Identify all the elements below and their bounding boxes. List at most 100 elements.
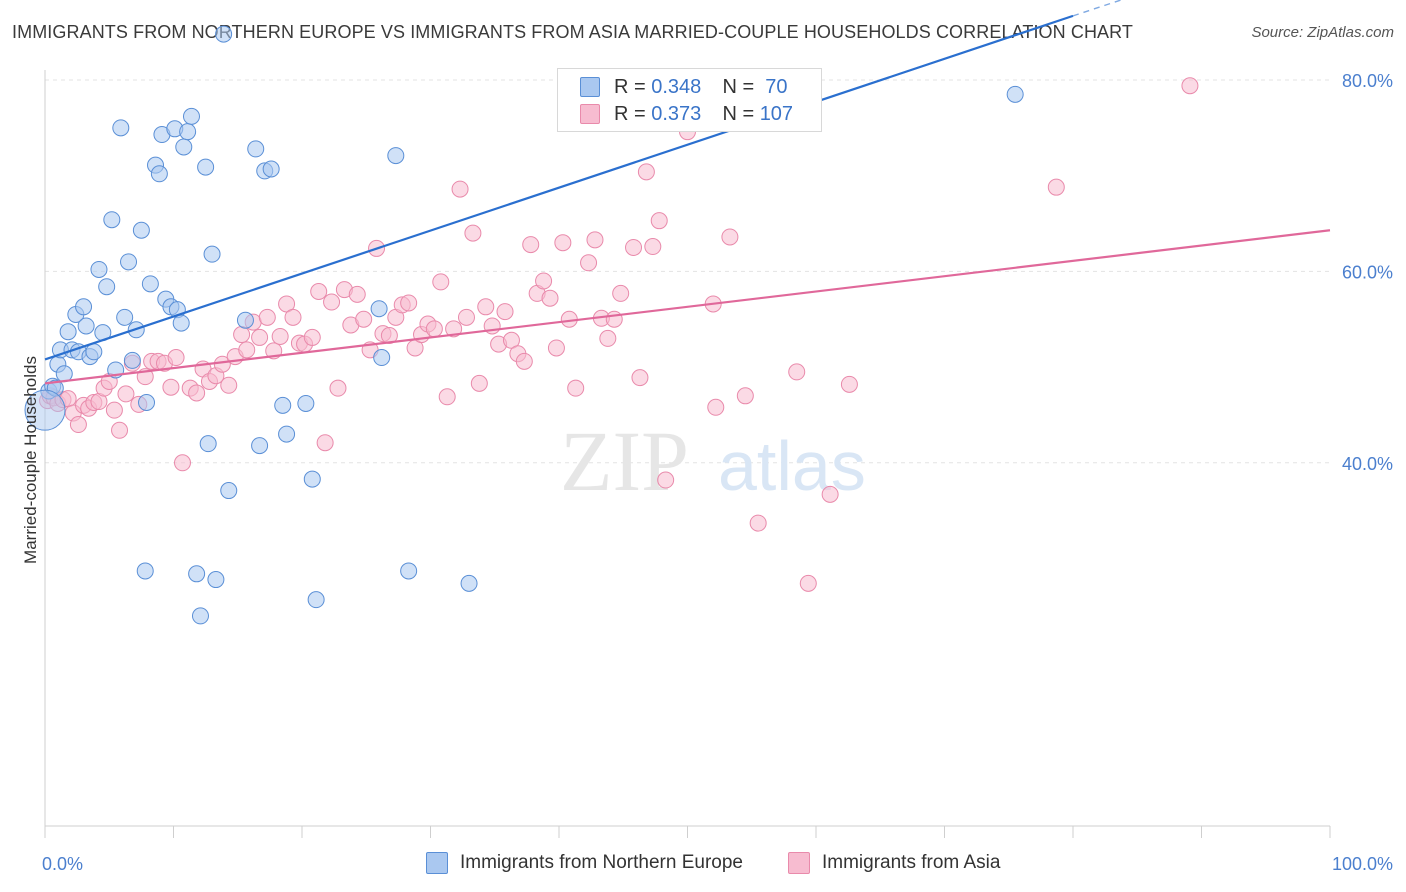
data-point-asia bbox=[220, 376, 238, 394]
data-point-asia bbox=[1181, 77, 1199, 95]
data-point-asia bbox=[535, 272, 553, 290]
data-point-asia bbox=[707, 398, 725, 416]
data-point-asia bbox=[721, 228, 739, 246]
data-point-asia bbox=[162, 378, 180, 396]
data-point-northern-europe bbox=[373, 349, 391, 367]
data-point-northern-europe bbox=[120, 253, 138, 271]
y-tick-label: 80.0% bbox=[1342, 71, 1393, 91]
bottom-legend-asia: Immigrants from Asia bbox=[788, 852, 1000, 874]
legend-r-value: 0.348 bbox=[651, 75, 702, 98]
data-point-northern-europe bbox=[172, 314, 190, 332]
trend-line-northern-europe-extension bbox=[1072, 0, 1124, 17]
data-point-asia bbox=[303, 328, 321, 346]
data-point-asia bbox=[380, 327, 398, 345]
bottom-legend-northern-europe: Immigrants from Northern Europe bbox=[426, 852, 743, 874]
legend-row-asia: R = 0.373 N = 107 bbox=[580, 101, 793, 127]
data-point-asia bbox=[496, 303, 514, 321]
axes-layer bbox=[44, 70, 1331, 838]
data-point-asia bbox=[657, 471, 675, 489]
data-point-asia bbox=[69, 416, 87, 434]
data-point-northern-europe bbox=[98, 278, 116, 296]
data-point-northern-europe bbox=[179, 123, 197, 141]
legend-row-northern-europe: R = 0.348 N = 70 bbox=[580, 74, 788, 100]
watermark-atlas: atlas bbox=[718, 427, 866, 505]
data-point-asia bbox=[567, 379, 585, 397]
bottom-legend-label: Immigrants from Asia bbox=[822, 852, 1001, 873]
data-point-asia bbox=[580, 254, 598, 272]
legend-n-label: N = bbox=[722, 102, 755, 125]
data-point-northern-europe bbox=[199, 435, 217, 453]
watermark-zip: ZIP bbox=[560, 413, 689, 509]
watermark: ZIP atlas bbox=[560, 413, 866, 509]
data-point-asia bbox=[644, 238, 662, 256]
data-point-northern-europe bbox=[236, 311, 254, 329]
data-point-asia bbox=[749, 514, 767, 532]
data-point-northern-europe bbox=[75, 298, 93, 316]
data-point-asia bbox=[541, 289, 559, 307]
data-point-northern-europe bbox=[220, 482, 238, 500]
data-point-asia bbox=[821, 485, 839, 503]
data-point-northern-europe bbox=[370, 300, 388, 318]
data-point-asia bbox=[251, 328, 269, 346]
data-point-asia bbox=[233, 326, 251, 344]
data-point-northern-europe bbox=[400, 562, 418, 580]
data-point-asia bbox=[470, 374, 488, 392]
data-point-northern-europe bbox=[150, 165, 168, 183]
x-tick-label: 100.0% bbox=[1332, 854, 1393, 874]
data-point-northern-europe bbox=[215, 25, 233, 43]
data-point-northern-europe bbox=[175, 138, 193, 156]
data-point-asia bbox=[1047, 178, 1065, 196]
legend-n-label: N = bbox=[722, 75, 755, 98]
bottom-legend-swatch-pink bbox=[788, 852, 810, 874]
data-point-asia bbox=[457, 308, 475, 326]
trend-line-asia bbox=[44, 229, 1331, 385]
data-point-northern-europe bbox=[136, 562, 154, 580]
legend-r-value: 0.373 bbox=[651, 102, 702, 125]
data-point-northern-europe bbox=[182, 107, 200, 125]
data-point-asia bbox=[271, 327, 289, 345]
chart-title: IMMIGRANTS FROM NORTHERN EUROPE VS IMMIG… bbox=[12, 22, 1134, 42]
data-point-asia bbox=[348, 285, 366, 303]
bottom-legend-label: Immigrants from Northern Europe bbox=[460, 852, 743, 873]
data-point-asia bbox=[637, 163, 655, 181]
label-layer: 40.0%60.0%80.0%100.0%0.0%100.0%Married-c… bbox=[21, 71, 1393, 874]
data-point-northern-europe bbox=[274, 396, 292, 414]
data-point-asia bbox=[445, 320, 463, 338]
data-point-northern-europe bbox=[207, 571, 225, 589]
x-tick-label: 0.0% bbox=[42, 854, 83, 874]
data-point-northern-europe bbox=[460, 574, 478, 592]
data-point-northern-europe bbox=[103, 211, 121, 229]
trend-line-northern-europe bbox=[44, 14, 1074, 361]
data-point-northern-europe bbox=[1006, 85, 1024, 103]
data-point-asia bbox=[650, 212, 668, 230]
data-point-asia bbox=[477, 298, 495, 316]
data-point-asia bbox=[554, 234, 572, 252]
data-point-northern-europe bbox=[303, 470, 321, 488]
y-tick-label: 60.0% bbox=[1342, 262, 1393, 282]
data-point-asia bbox=[188, 384, 206, 402]
data-point-northern-europe bbox=[24, 389, 66, 431]
data-point-northern-europe bbox=[262, 160, 280, 178]
data-point-northern-europe bbox=[123, 351, 141, 369]
data-point-asia bbox=[799, 574, 817, 592]
data-point-asia bbox=[599, 329, 617, 347]
data-point-asia bbox=[515, 352, 533, 370]
data-point-asia bbox=[586, 231, 604, 249]
legend-r-label: R = bbox=[614, 102, 646, 125]
data-point-asia bbox=[464, 224, 482, 242]
data-point-asia bbox=[451, 180, 469, 198]
data-point-asia bbox=[258, 308, 276, 326]
data-point-asia bbox=[425, 320, 443, 338]
legend-r-label: R = bbox=[614, 75, 646, 98]
y-tick-label: 40.0% bbox=[1342, 454, 1393, 474]
data-point-northern-europe bbox=[132, 221, 150, 239]
data-point-asia bbox=[605, 310, 623, 328]
data-point-northern-europe bbox=[197, 158, 215, 176]
data-point-northern-europe bbox=[191, 607, 209, 625]
data-point-northern-europe bbox=[59, 323, 77, 341]
data-point-northern-europe bbox=[203, 245, 221, 263]
data-point-northern-europe bbox=[112, 119, 130, 137]
data-point-asia bbox=[117, 385, 135, 403]
data-point-asia bbox=[238, 341, 256, 359]
data-point-northern-europe bbox=[188, 565, 206, 583]
